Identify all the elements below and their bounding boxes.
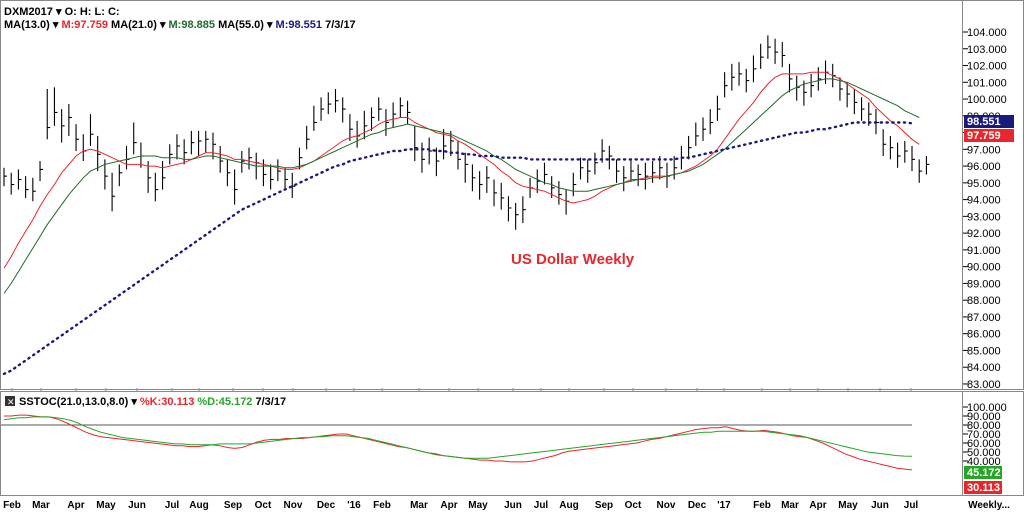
dropdown-arrow[interactable]: ▾: [55, 6, 65, 18]
x-tick-label: Nov: [657, 500, 676, 511]
x-tick-label: Jun: [871, 500, 889, 511]
stoch-k-value: %K:30.113: [140, 396, 194, 408]
x-tick-label: Jul: [904, 500, 919, 511]
y-tick-label: 85.000: [967, 345, 1001, 357]
y-tick-label: 96.000: [967, 161, 1001, 173]
x-tick-label: Aug: [559, 500, 578, 511]
x-tick-label: Apr: [440, 500, 457, 511]
x-tick-label: Jun: [128, 500, 146, 511]
x-tick-label: Sep: [595, 500, 613, 511]
x-tick-label: Apr: [809, 500, 826, 511]
svg-text:97.759: 97.759: [967, 130, 1001, 142]
stoch-lines: [3, 414, 913, 471]
svg-text:30.113: 30.113: [967, 482, 1000, 494]
y-tick-label: 91.000: [967, 245, 1001, 257]
symbol: DXM2017: [4, 6, 53, 18]
ma-line-ma130: [3, 71, 920, 269]
x-tick-label: Jun: [504, 500, 522, 511]
badge-pctd: 45.172: [964, 466, 1002, 479]
x-tick-label: Feb: [3, 500, 21, 511]
y-tick-label: 90.000: [967, 262, 1001, 274]
svg-text:98.551: 98.551: [967, 116, 1001, 128]
y-tick-label: 88.000: [967, 295, 1001, 307]
badge-ma55: 98.551: [964, 115, 1014, 128]
stoch-tick-label: 50.000: [967, 447, 1001, 459]
stoch-header: SSTOC(21.0,13.0,8.0) ▾ %K:30.113 %D:45.1…: [19, 396, 286, 408]
x-tick-label: Dec: [688, 500, 707, 511]
ohlc-label: O: H: L: C:: [65, 6, 120, 18]
x-tick-label: May: [468, 500, 488, 511]
y-tick-label: 102.000: [967, 61, 1007, 73]
chart-annotation: US Dollar Weekly: [511, 251, 635, 268]
ma-line-ma210: [3, 78, 920, 294]
stoch-tick-label: 100.000: [967, 402, 1007, 414]
stoch-y-ticks: 100.00090.00080.00070.00060.00050.00040.…: [963, 402, 1007, 468]
stoch-name: SSTOC(21.0,13.0,8.0): [19, 396, 129, 408]
y-tick-label: 94.000: [967, 195, 1001, 207]
ma2-label: MA(21.0): [111, 19, 157, 31]
stoch-tick-label: 80.000: [967, 420, 1001, 432]
x-tick-label: May: [96, 500, 116, 511]
x-tick-label: Feb: [753, 500, 771, 511]
ma1-value: M:97.759: [61, 19, 107, 31]
y-tick-label: 101.000: [967, 77, 1007, 89]
close-panel-icon[interactable]: [5, 396, 15, 406]
x-axis-ticks: Feb Mar Apr May Jun Jul Aug Sep Oct Nov Dec '16 Feb M…: [3, 388, 1010, 511]
y-tick-label: 86.000: [967, 329, 1001, 341]
svg-text:45.172: 45.172: [967, 467, 1001, 479]
y-tick-label: 92.000: [967, 228, 1001, 240]
x-tick-label: Mar: [781, 500, 799, 511]
ma-header: MA(13.0) ▾ M:97.759 MA(21.0) ▾ M:98.885 …: [4, 19, 356, 31]
x-tick-label: Oct: [625, 500, 642, 511]
stoch-tick-label: 40.000: [967, 456, 1001, 468]
x-tick-label: Oct: [255, 500, 272, 511]
close-panel-glyph: ✕: [7, 397, 15, 407]
x-tick-label: Weekly...: [968, 500, 1010, 511]
y-tick-label: 100.000: [967, 94, 1007, 106]
price-bars: [3, 35, 930, 230]
y-tick-label: 103.000: [967, 44, 1007, 56]
ma3-value: M:98.551: [276, 19, 322, 31]
x-tick-label: Feb: [373, 500, 391, 511]
ma-lines: [2, 71, 920, 376]
stoch-k-line: [4, 414, 913, 471]
price-header: DXM2017 ▾ O: H: L: C:: [4, 6, 120, 18]
y-tick-label: 97.000: [967, 144, 1001, 156]
stoch-d-value: %D:45.172: [197, 396, 252, 408]
ma1-label: MA(13.0): [4, 19, 50, 31]
y-tick-label: 93.000: [967, 211, 1001, 223]
x-tick-label: Mar: [32, 500, 50, 511]
x-tick-label: Nov: [284, 500, 303, 511]
y-tick-label: 83.000: [967, 379, 1001, 391]
x-tick-label: Jul: [534, 500, 549, 511]
stoch-tick-label: 70.000: [967, 429, 1001, 441]
y-tick-label: 89.000: [967, 278, 1001, 290]
y-tick-label: 95.000: [967, 178, 1001, 190]
stoch-tick-label: 90.000: [967, 411, 1001, 423]
x-tick-label: Dec: [317, 500, 336, 511]
y-tick-label: 84.000: [967, 362, 1001, 374]
y-tick-label: 104.000: [967, 27, 1007, 39]
ma-line-ma550: [2, 121, 914, 376]
price-y-ticks: 104.000103.000102.000101.000100.00099.00…: [963, 27, 1007, 391]
x-tick-label: May: [838, 500, 858, 511]
x-tick-label: Jul: [165, 500, 180, 511]
stoch-d-line: [3, 416, 913, 459]
stoch-date: 7/3/17: [256, 396, 287, 408]
badge-ma13: 97.759: [964, 129, 1014, 142]
x-tick-label: Mar: [410, 500, 428, 511]
x-tick-label: '16: [347, 500, 361, 511]
x-tick-label: '17: [717, 500, 731, 511]
ma2-value: M:98.885: [169, 19, 215, 31]
x-tick-label: Sep: [224, 500, 242, 511]
stoch-tick-label: 60.000: [967, 438, 1001, 450]
x-tick-label: Apr: [67, 500, 84, 511]
ma3-label: MA(55.0): [218, 19, 264, 31]
header-date: 7/3/17: [325, 19, 356, 31]
price-panel-frame: [0, 0, 963, 390]
badge-pctk: 30.113: [964, 481, 1002, 494]
x-tick-label: Aug: [189, 500, 208, 511]
y-tick-label: 87.000: [967, 312, 1001, 324]
